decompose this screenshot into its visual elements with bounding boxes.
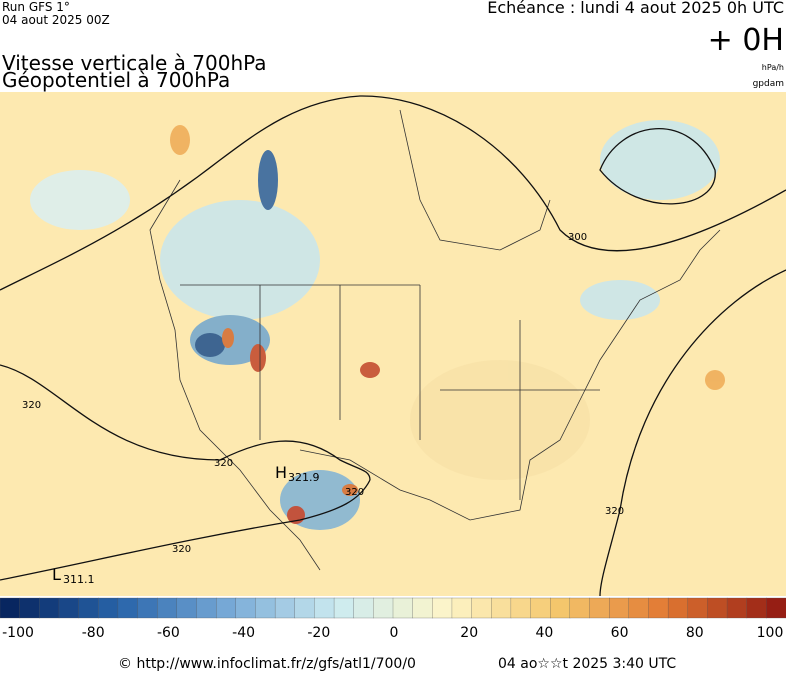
colorbar-cell	[373, 597, 394, 619]
colorbar-tick-label: 40	[535, 625, 553, 641]
colorbar-cell	[137, 597, 158, 619]
run-date: 04 aout 2025 00Z	[2, 13, 110, 27]
colorbar-cell	[333, 597, 355, 619]
colorbar-tick-label: 80	[686, 625, 704, 641]
colorbar-cell	[766, 597, 786, 619]
colorbar-cell	[117, 597, 139, 619]
colorbar-cell	[471, 597, 492, 619]
colorbar: -100 -80 -60 -40 -20 0 20 40 60 80 100	[0, 597, 786, 641]
colorbar-cell	[589, 597, 610, 619]
map: 300 320 320 320 320 320 H 321.9 L 311.1	[0, 92, 786, 597]
colorbar-cell	[39, 597, 60, 619]
colorbar-cell	[157, 597, 178, 619]
colorbar-tick-label: 100	[757, 625, 784, 641]
contour-label: 320	[22, 400, 41, 411]
low-symbol: L	[52, 565, 61, 584]
colorbar-cell	[294, 597, 315, 619]
contour-label: 320	[345, 487, 364, 498]
colorbar-cell	[58, 597, 80, 619]
colorbar-cell	[628, 597, 649, 619]
colorbar-cell	[687, 597, 708, 619]
lead-time: + 0H	[708, 23, 784, 58]
colorbar-cell	[255, 597, 276, 619]
colorbar-tick-label: -100	[2, 625, 34, 641]
colorbar-cell	[0, 597, 21, 619]
colorbar-cell	[412, 597, 433, 619]
run: Run GFS 1°	[2, 0, 70, 14]
colorbar-tick-label: -80	[82, 625, 105, 641]
generated: 04 ao☆☆t 2025 3:40 UTC	[498, 656, 676, 672]
colorbar-cell	[19, 597, 40, 619]
contour-label: 320	[172, 544, 191, 555]
high-value: 321.9	[288, 471, 320, 484]
colorbar-cell	[707, 597, 728, 619]
subtitle: Géopotentiel à 700hPa	[2, 68, 230, 92]
colorbar-tick-label: -40	[232, 625, 255, 641]
contour-label: 320	[605, 506, 624, 517]
colorbar-tick-label: 20	[460, 625, 478, 641]
colorbar-cell	[432, 597, 453, 619]
colorbar-cell	[196, 597, 217, 619]
colorbar-tick-label: -60	[157, 625, 180, 641]
unit: hPa/h	[762, 63, 784, 72]
colorbar-cell	[609, 597, 630, 619]
colorbar-cell	[215, 597, 237, 619]
colorbar-cell	[726, 597, 748, 619]
colorbar-cell	[314, 597, 335, 619]
colorbar-cell	[78, 597, 99, 619]
title: Vitesse verticale à 700hPa	[2, 51, 267, 75]
colorbar-cell	[510, 597, 531, 619]
unit: gpdam	[753, 79, 784, 89]
colorbar-tick-label: 0	[390, 625, 399, 641]
valid-time: Echéance : lundi 4 aout 2025 0h UTC	[487, 0, 784, 17]
low-value: 311.1	[63, 573, 95, 586]
colorbar-cell	[392, 597, 414, 619]
colorbar-cell	[353, 597, 374, 619]
contour-label: 300	[568, 232, 587, 243]
high-symbol: H	[275, 463, 287, 482]
colorbar-cell	[530, 597, 551, 619]
contour-label: 320	[214, 458, 233, 469]
colorbar-cell	[667, 597, 689, 619]
colorbar-tick-label: 60	[611, 625, 629, 641]
colorbar-cell	[569, 597, 590, 619]
colorbar-cell	[235, 597, 256, 619]
colorbar-cell	[648, 597, 669, 619]
source: © http://www.infoclimat.fr/z/gfs/atl1/70…	[118, 656, 416, 672]
colorbar-cell	[746, 597, 767, 619]
colorbar-cell	[550, 597, 571, 619]
colorbar-cell	[176, 597, 197, 619]
colorbar-cell	[98, 597, 119, 619]
colorbar-tick-label: -20	[307, 625, 330, 641]
colorbar-cell	[451, 597, 473, 619]
colorbar-cell	[274, 597, 296, 619]
colorbar-cell	[491, 597, 512, 619]
